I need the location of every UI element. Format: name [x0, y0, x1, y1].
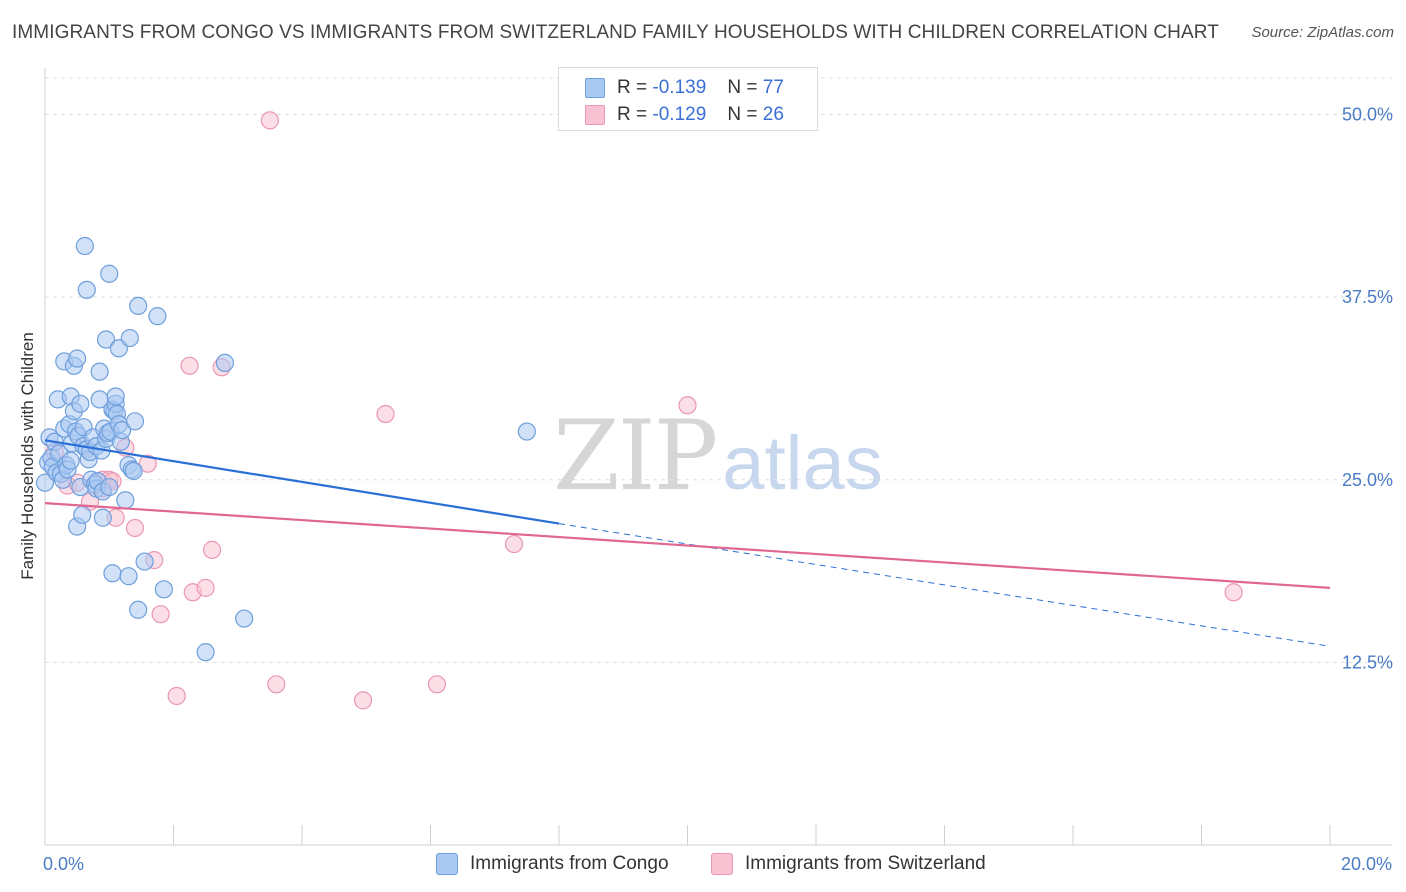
congo-point — [90, 362, 109, 381]
legend-congo-n-value: 77 — [762, 77, 784, 98]
switzerland-point — [678, 396, 697, 415]
congo-point — [75, 236, 94, 256]
bottom-legend-switzerland-label: Immigrants from Switzerland — [745, 853, 986, 874]
stats-legend: R = -0.139 N = 77 R = -0.129 N = 26 — [558, 67, 818, 131]
source-credit: Source: ZipAtlas.com — [1251, 24, 1394, 41]
congo-point — [129, 600, 148, 619]
switzerland-point — [180, 356, 199, 375]
switzerland-point — [353, 691, 373, 710]
congo-point — [120, 328, 139, 348]
switzerland-swatch-icon — [585, 105, 605, 125]
congo-trend-extension — [558, 523, 1331, 647]
y-tick-label: 37.5% — [1342, 287, 1393, 307]
congo-points-layer — [35, 236, 536, 662]
y-tick-label: 25.0% — [1342, 470, 1393, 490]
grid-layer — [45, 77, 1392, 663]
congo-point — [129, 296, 148, 316]
switzerland-point — [151, 605, 170, 624]
switzerland-point — [125, 518, 145, 538]
congo-swatch-icon — [585, 78, 605, 98]
watermark-zip: ZIP — [553, 400, 718, 512]
congo-point — [106, 387, 125, 406]
congo-point — [100, 264, 119, 283]
switzerland-point — [260, 111, 279, 130]
congo-point — [124, 461, 143, 481]
chart-title: IMMIGRANTS FROM CONGO VS IMMIGRANTS FROM… — [12, 22, 1219, 43]
congo-point — [235, 609, 254, 628]
congo-point — [35, 473, 55, 492]
legend-congo-r-label: R = — [617, 77, 648, 98]
legend-switzerland-n-value: 26 — [762, 104, 784, 125]
bottom-legend-congo-label: Immigrants from Congo — [470, 853, 669, 874]
switzerland-point — [427, 675, 447, 694]
congo-point — [154, 580, 173, 599]
congo-trend-line — [44, 439, 560, 525]
congo-point — [73, 505, 92, 524]
watermark-atlas: atlas — [722, 421, 883, 506]
watermark: ZIPatlas — [553, 400, 883, 512]
y-tick-label: 50.0% — [1342, 105, 1393, 125]
congo-point — [103, 564, 122, 583]
switzerland-point — [504, 534, 524, 554]
congo-point — [61, 451, 80, 470]
switzerland-point — [196, 578, 215, 597]
congo-point — [116, 491, 135, 510]
congo-point — [71, 394, 90, 413]
congo-point — [119, 567, 138, 586]
congo-point — [215, 353, 234, 372]
switzerland-trend-line — [44, 502, 1331, 589]
congo-point — [125, 412, 145, 431]
swiss-points-layer — [45, 111, 1243, 710]
switzerland-point — [1224, 583, 1243, 602]
congo-point — [100, 477, 119, 497]
congo-point — [68, 349, 87, 368]
legend-switzerland-r-label: R = — [617, 104, 648, 125]
switzerland-point — [138, 454, 157, 473]
legend-switzerland-r-value: -0.129 — [652, 104, 707, 125]
switzerland-point — [267, 675, 286, 694]
x-tick-label: 20.0% — [1341, 854, 1392, 874]
tick-labels-layer: 12.5% 25.0% 37.5% 50.0% 0.0% 20.0% — [43, 105, 1393, 874]
axis-layer — [44, 68, 1392, 846]
congo-point — [112, 420, 132, 440]
congo-legend-swatch-icon — [436, 853, 458, 875]
congo-point — [77, 280, 96, 299]
congo-point — [96, 330, 116, 349]
congo-point — [135, 552, 154, 571]
x-tick-label: 0.0% — [43, 854, 84, 874]
congo-point — [517, 422, 536, 441]
legend-switzerland-n-label: N = — [727, 104, 758, 125]
congo-point — [196, 643, 215, 662]
congo-point — [93, 508, 112, 527]
legend-congo-n-label: N = — [727, 77, 758, 98]
y-tick-label: 12.5% — [1342, 652, 1393, 672]
trend-lines-layer — [44, 439, 1331, 647]
congo-point — [148, 307, 167, 326]
switzerland-point — [167, 686, 186, 706]
switzerland-point — [376, 404, 395, 424]
switzerland-legend-swatch-icon — [711, 853, 733, 875]
legend-congo-r-value: -0.139 — [652, 77, 707, 98]
switzerland-point — [202, 540, 222, 559]
